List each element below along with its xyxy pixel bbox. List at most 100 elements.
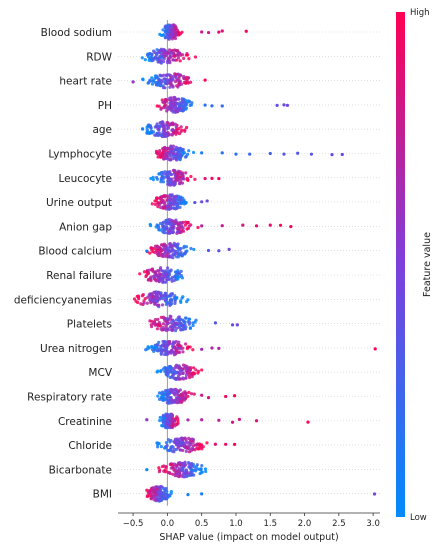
shap-point (174, 339, 178, 344)
shap-point (166, 438, 171, 442)
shap-point (164, 35, 168, 40)
shap-point (174, 441, 179, 446)
shap-point (143, 58, 147, 62)
shap-point (176, 230, 180, 234)
feature-labels: Blood sodium RDW heart rate PH age Lymphocyte… (14, 27, 113, 501)
shap-point (158, 418, 162, 423)
color-bar: High Low Feature value (396, 8, 433, 523)
feature-label: Anion gap (59, 221, 112, 233)
shap-point (153, 50, 157, 55)
shap-point (149, 294, 153, 298)
shap-point (169, 321, 173, 325)
shap-point (161, 326, 165, 330)
shap-point (177, 104, 182, 108)
shap-point (162, 495, 166, 499)
shap-point (168, 96, 172, 100)
shap-outlier-point (373, 347, 377, 351)
shap-point (163, 251, 167, 255)
shap-point (166, 121, 170, 125)
shap-point (165, 344, 169, 348)
shap-point (162, 157, 166, 161)
feature-label: Blood sodium (41, 27, 112, 39)
shap-point (183, 223, 187, 227)
shap-point (176, 270, 180, 274)
shap-point (184, 81, 188, 85)
shap-point (167, 417, 171, 421)
shap-point (169, 315, 173, 319)
shap-point (173, 390, 178, 394)
shap-point (159, 488, 163, 492)
shap-point (177, 81, 181, 85)
feature-label: PH (98, 100, 112, 112)
shap-point (162, 228, 167, 232)
shap-point (140, 127, 145, 131)
shap-point (147, 58, 151, 62)
shap-outlier-point (233, 394, 237, 398)
shap-point (170, 444, 174, 449)
shap-point (145, 273, 149, 277)
shap-point (172, 419, 177, 423)
shap-point (162, 469, 166, 473)
shap-point (183, 128, 187, 132)
shap-point (164, 97, 168, 102)
shap-point (167, 493, 171, 497)
shap-point (177, 51, 182, 55)
shap-point (172, 149, 176, 153)
feature-label: Blood calcium (38, 246, 112, 258)
shap-point (141, 77, 145, 81)
shap-point (137, 297, 141, 301)
shap-point (171, 103, 175, 107)
shap-point (187, 317, 192, 321)
shap-point (163, 134, 167, 138)
shap-point (159, 291, 163, 295)
x-tick-label: 2.5 (332, 519, 346, 529)
shap-point (171, 110, 175, 114)
shap-point (151, 274, 156, 278)
shap-point (169, 413, 173, 418)
shap-point (183, 460, 187, 464)
shap-point (184, 103, 188, 107)
shap-point (149, 130, 153, 134)
shap-point (163, 54, 167, 58)
shap-point (163, 146, 167, 150)
shap-outlier-point (193, 200, 197, 205)
shap-point (160, 398, 164, 402)
shap-point (182, 103, 186, 107)
shap-outlier-point (254, 224, 259, 228)
shap-point (167, 28, 171, 32)
shap-outlier-point (200, 492, 204, 496)
shap-outlier-point (200, 224, 204, 228)
shap-point (162, 205, 167, 209)
shap-point (166, 57, 171, 61)
x-tick-label: 0.0 (161, 519, 175, 529)
shap-point (170, 32, 174, 36)
shap-point (200, 470, 204, 474)
shap-point (165, 414, 169, 419)
shap-point (166, 126, 171, 130)
shap-point (153, 343, 157, 348)
shap-point (163, 416, 167, 420)
shap-point (150, 82, 155, 86)
shap-point (169, 172, 173, 176)
shap-point (171, 225, 175, 229)
shap-point (164, 244, 168, 248)
shap-point (156, 205, 160, 209)
shap-point (153, 318, 157, 322)
feature-label: BMI (93, 489, 112, 501)
shap-point (157, 397, 162, 401)
color-bar-high-label: High (410, 8, 430, 18)
shap-point (170, 51, 174, 55)
shap-point (164, 156, 168, 161)
shap-point (157, 442, 161, 446)
shap-point (196, 447, 200, 451)
shap-point (171, 58, 175, 62)
shap-point (155, 487, 159, 491)
shap-point (182, 151, 187, 155)
shap-point (162, 248, 167, 252)
shap-point (161, 180, 166, 184)
shap-point (160, 74, 164, 78)
shap-outlier-point (306, 420, 310, 424)
shap-point (156, 347, 161, 351)
shap-point (157, 498, 162, 502)
shap-point (180, 30, 184, 34)
